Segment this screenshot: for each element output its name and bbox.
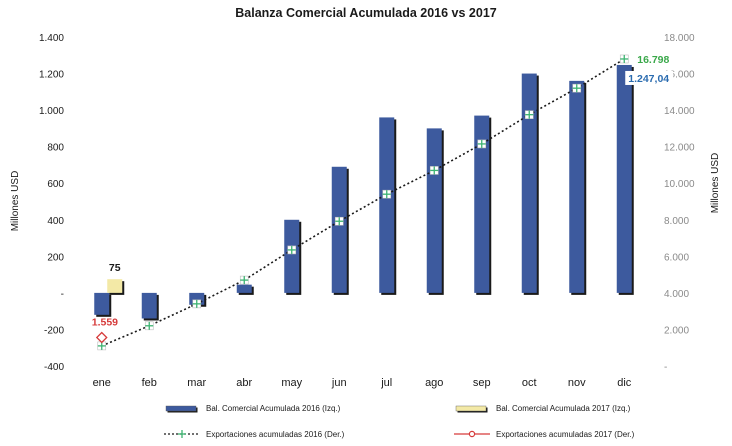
x-tick-label: abr (236, 377, 252, 389)
y-left-tick-label: 400 (47, 216, 64, 227)
data-labels: 75 1.559 16.798 1.247,04 (92, 54, 674, 329)
bar-2016 (426, 128, 442, 293)
x-tick-label: jul (380, 377, 392, 389)
y-right-tick-label: 16.000 (664, 70, 695, 81)
y-left-tick-label: 1.400 (39, 33, 64, 44)
legend-item: Bal. Comercial Acumulada 2016 (Izq.) (165, 404, 341, 413)
chart-marks (94, 54, 634, 351)
exports-2016-marker (429, 166, 439, 175)
exports-2016-marker (144, 321, 154, 331)
exports-2016-marker (287, 245, 297, 255)
legend-item: Bal. Comercial Acumulada 2017 (Izq.) (455, 404, 631, 413)
y-right-tick-label: 4.000 (664, 289, 689, 300)
y-right-tick-label: 2.000 (664, 325, 689, 336)
x-tick-label: feb (142, 377, 157, 389)
data-label: 1.247,04 (628, 73, 669, 85)
legend-label: Bal. Comercial Acumulada 2016 (Izq.) (206, 404, 341, 413)
y-right-tick-label: 14.000 (664, 106, 695, 117)
legend-label: Bal. Comercial Acumulada 2017 (Izq.) (496, 404, 631, 413)
y-left-tick-label: 800 (47, 143, 64, 154)
x-tick-label: ago (425, 377, 443, 389)
y-right-tick-label: 8.000 (664, 216, 689, 227)
bar-2016 (474, 115, 490, 293)
bar-2017 (107, 279, 123, 293)
data-label-background (625, 70, 674, 85)
y-left-axis-label: Millones USD (10, 171, 21, 232)
x-tick-label: jun (331, 377, 347, 389)
x-tick-label: mar (187, 377, 206, 389)
data-label: 75 (109, 262, 121, 274)
bar-2016 (94, 292, 110, 315)
legend-item: Exportaciones acumuladas 2017 (Der.) (454, 430, 635, 439)
exports-2016-line (101, 58, 625, 347)
y-left-tick-label: 1.200 (39, 70, 64, 81)
y-right-tick-label: - (664, 362, 667, 373)
exports-2016-marker (334, 216, 344, 226)
bar-2016 (379, 117, 395, 293)
x-tick-label: dic (617, 377, 632, 389)
x-tick-label: nov (568, 377, 586, 389)
y-left-tick-label: 1.000 (39, 106, 64, 117)
exports-2017-marker (95, 331, 108, 344)
bar-2016 (521, 73, 537, 293)
bar-2016 (236, 284, 252, 293)
y-left-tick-label: -400 (44, 362, 64, 373)
y-left-tick-label: 600 (47, 179, 64, 190)
bar-2016 (616, 64, 632, 293)
axes: -400-200-2004006008001.0001.2001.400-2.0… (10, 33, 721, 389)
bar-2016 (141, 292, 157, 319)
x-tick-label: may (281, 377, 302, 389)
y-right-tick-label: 18.000 (664, 33, 695, 44)
exports-2016-marker (192, 299, 202, 309)
legend-label: Exportaciones acumuladas 2016 (Der.) (206, 430, 345, 439)
y-right-tick-label: 10.000 (664, 179, 695, 190)
data-label: 1.559 (92, 317, 118, 329)
exports-2016-marker (619, 54, 629, 64)
y-right-tick-label: 12.000 (664, 143, 695, 154)
data-label: 16.798 (637, 54, 669, 66)
exports-2016-marker (572, 83, 582, 93)
legend-item: Exportaciones acumuladas 2016 (Der.) (164, 430, 345, 439)
bar-2016 (284, 219, 300, 293)
bar-2016 (331, 166, 347, 293)
x-tick-label: ene (93, 377, 111, 389)
bar-2016 (569, 80, 585, 293)
y-right-tick-label: 6.000 (664, 252, 689, 263)
exports-2016-marker (382, 189, 392, 199)
exports-2016-marker (524, 110, 534, 119)
legend-label: Exportaciones acumuladas 2017 (Der.) (496, 430, 635, 439)
y-right-axis-label: Millones USD (710, 153, 721, 214)
y-left-tick-label: -200 (44, 325, 64, 336)
exports-2016-marker (239, 275, 249, 285)
y-left-tick-label: - (61, 289, 64, 300)
chart-title: Balanza Comercial Acumulada 2016 vs 2017 (235, 6, 497, 20)
x-tick-label: sep (473, 377, 491, 389)
legend: Bal. Comercial Acumulada 2016 (Izq.) Bal.… (164, 404, 635, 439)
exports-2016-marker (477, 139, 487, 149)
x-tick-label: oct (522, 377, 537, 389)
y-left-tick-label: 200 (47, 252, 64, 263)
bar-2016 (189, 292, 205, 305)
